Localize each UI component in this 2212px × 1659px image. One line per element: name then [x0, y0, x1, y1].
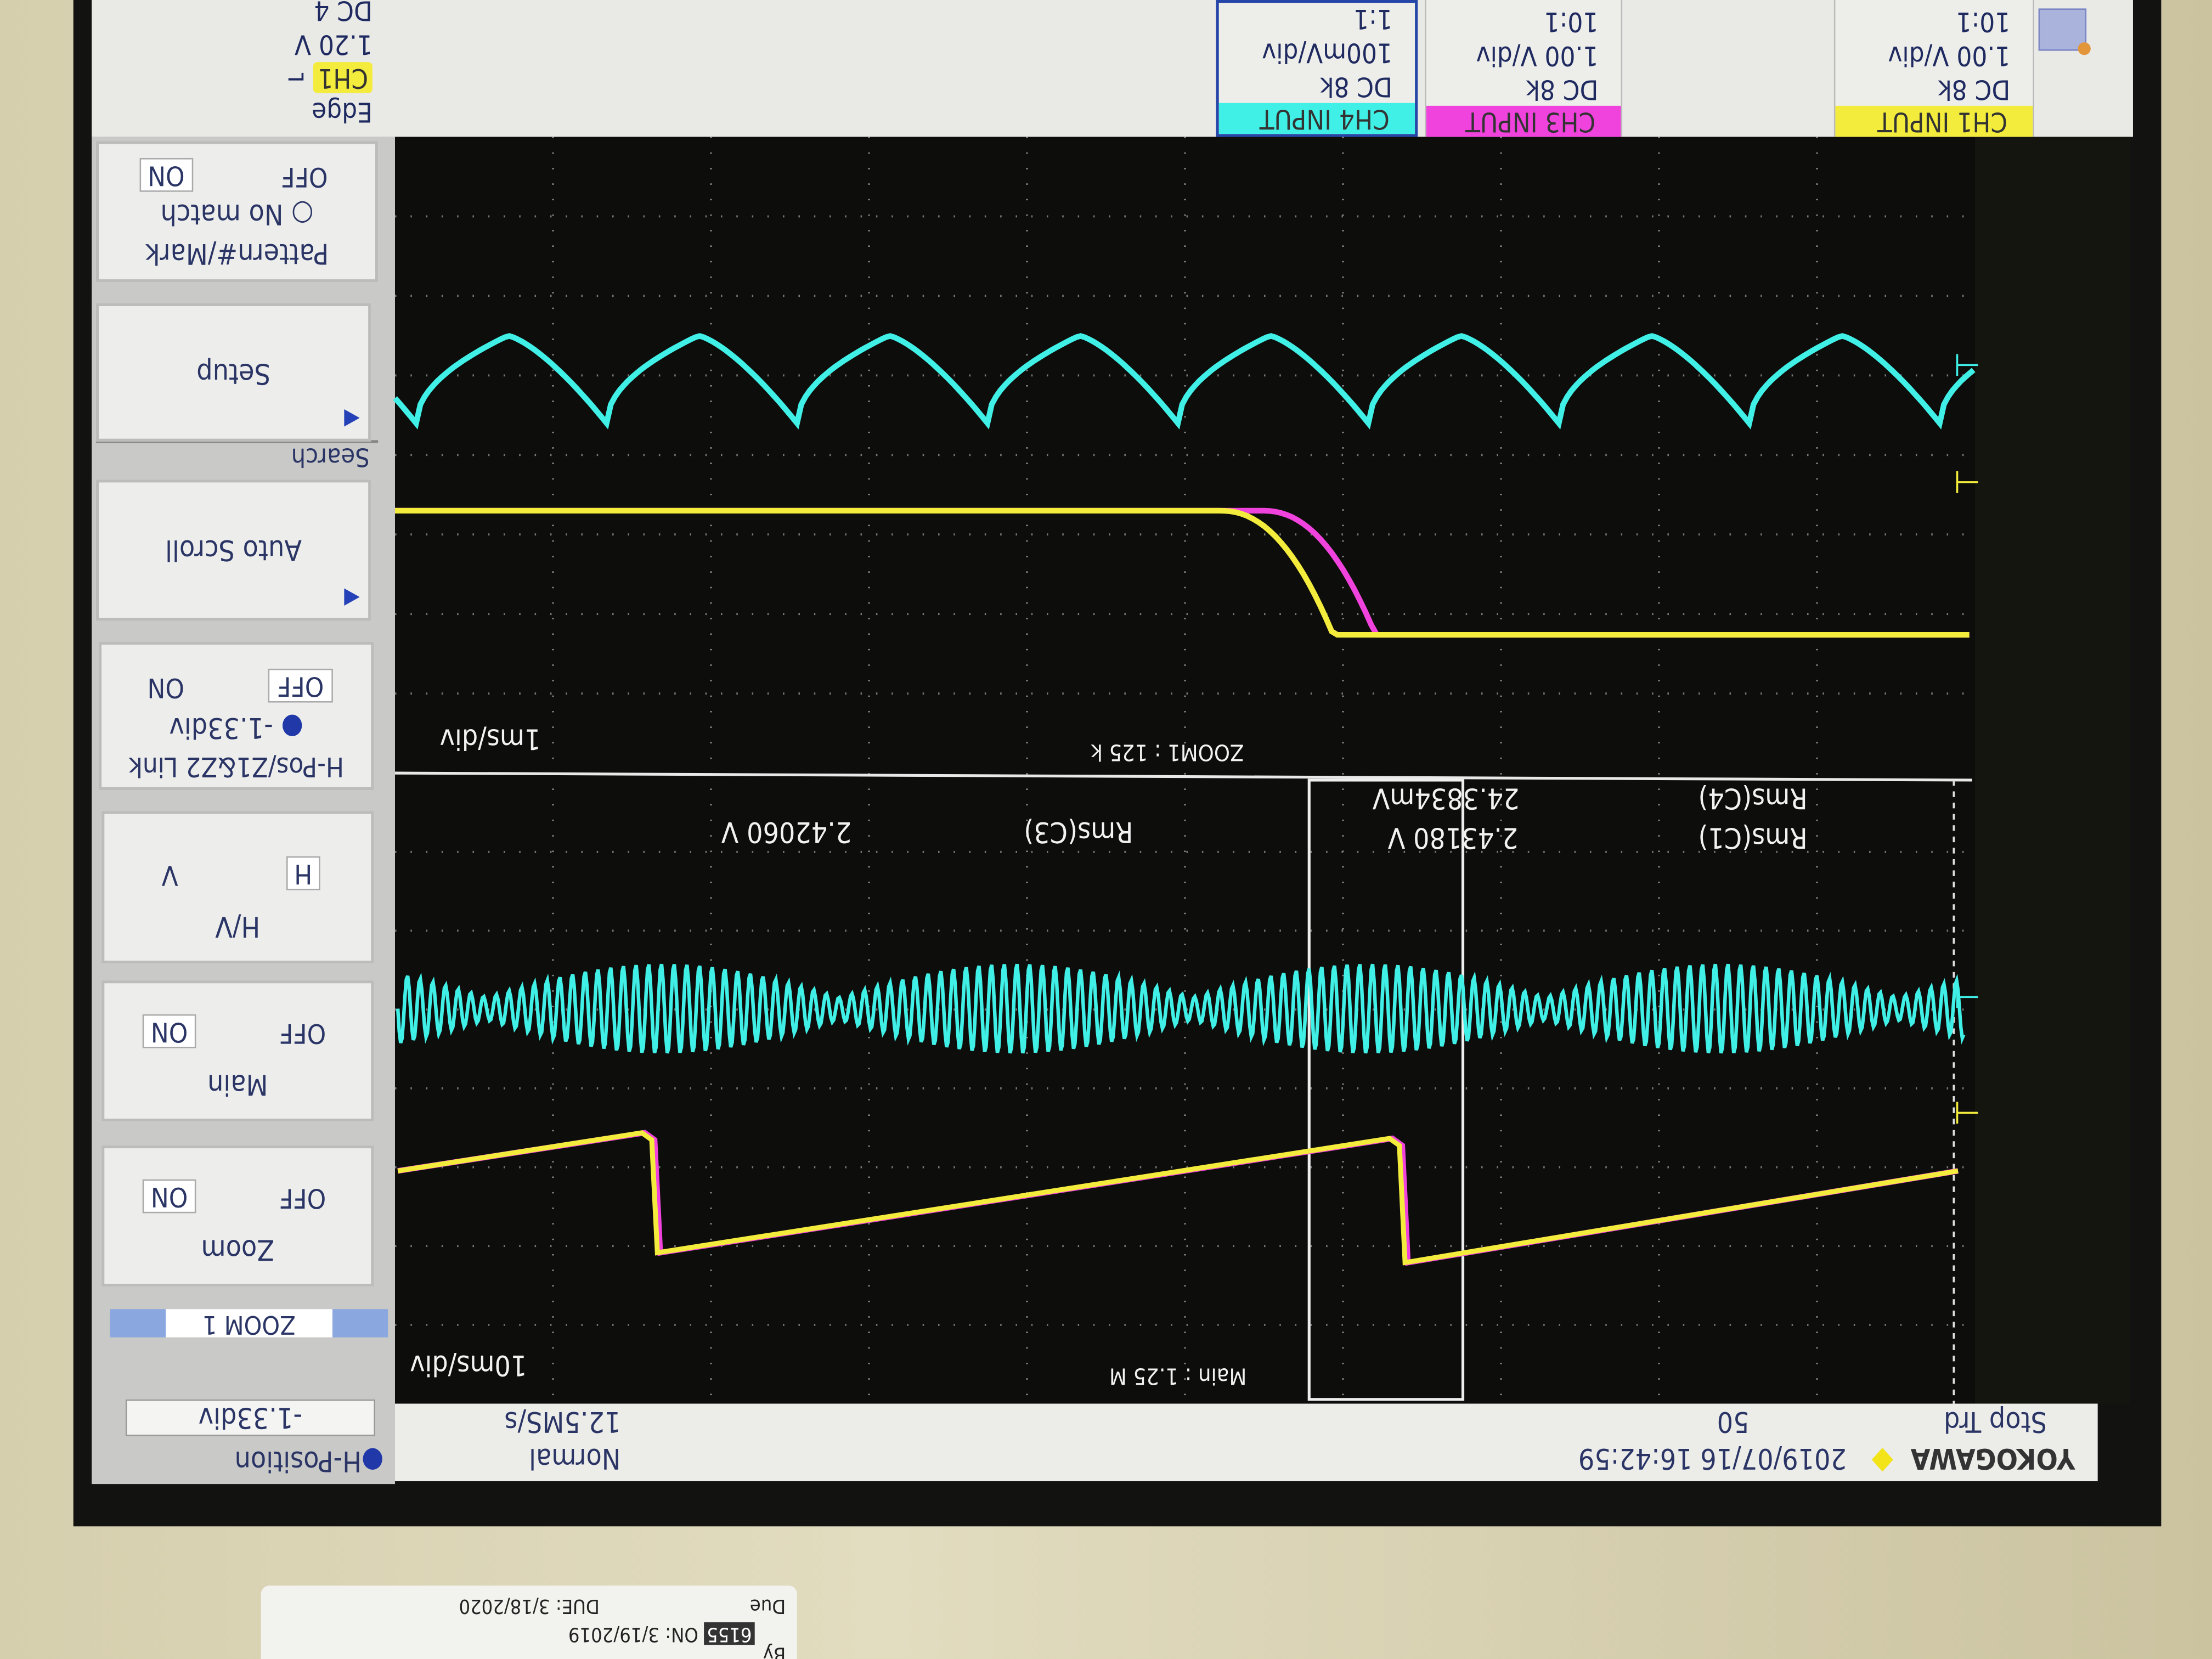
ch1-main-trace — [397, 1130, 1959, 1266]
zoom-window-label: ZOOM1 : 125 k — [1091, 739, 1244, 766]
menu-icon[interactable] — [2038, 8, 2087, 51]
zoom-timebase: 1ms/div — [439, 722, 541, 757]
zoom-region-box — [1307, 778, 1465, 1401]
ch4-zoom-trace — [393, 333, 1976, 430]
main-window-label: Main : 1.25 M — [1109, 1362, 1247, 1390]
main-timebase: 10ms/div — [410, 1348, 527, 1383]
channel-marker-icon: ⊣ — [1954, 346, 1980, 382]
sticker-due: DUE: 3/18/2020 — [459, 1594, 600, 1617]
measurement-label: Rms(C4) — [1698, 781, 1808, 816]
calibration-sticker: By 6155 ON: 3/19/2019 Due DUE: 3/18/2020 — [261, 1585, 797, 1659]
ch1-zoom-trace — [394, 507, 1970, 638]
channel-info-bar — [92, 0, 2133, 137]
indicator-dot-icon — [2078, 42, 2091, 55]
sticker-by: By — [763, 1642, 786, 1659]
measurement-value: 2.42060 V — [721, 815, 852, 849]
sticker-on: ON: 3/19/2019 — [568, 1622, 698, 1645]
marker-strip — [1974, 137, 2130, 1404]
window-divider — [394, 771, 1972, 782]
channel-marker-icon: ⊣ — [1954, 978, 1980, 1014]
sticker-due-label: Due — [749, 1594, 786, 1617]
measurement-label: Rms(C1) — [1698, 821, 1808, 855]
measurement-value: 24.3834mV — [1372, 781, 1520, 816]
measurement-label: Rms(C3) — [1024, 815, 1133, 849]
channel-marker-icon: ⊣ — [1954, 1094, 1980, 1130]
sticker-id: 6155 — [704, 1622, 755, 1645]
channel-marker-icon: ⊣ — [1954, 464, 1980, 500]
measurement-value: 2.43180 V — [1387, 821, 1519, 855]
ch4-main-trace — [396, 963, 1966, 1054]
ch3-zoom-trace — [394, 507, 1970, 638]
ch3-main-trace — [397, 1130, 1959, 1266]
